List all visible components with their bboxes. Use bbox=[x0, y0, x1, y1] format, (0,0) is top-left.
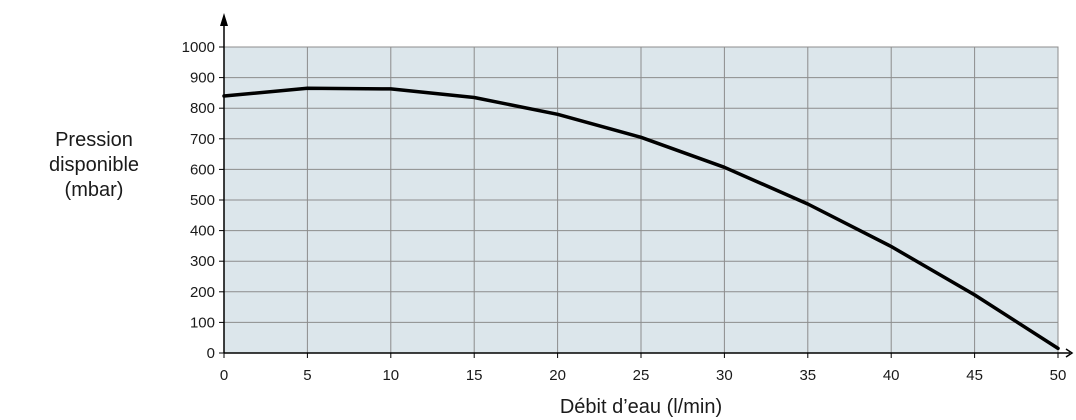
x-tick-label: 40 bbox=[883, 367, 900, 384]
x-tick-label: 25 bbox=[633, 367, 650, 384]
grid bbox=[224, 46, 1059, 353]
series-group bbox=[222, 86, 1060, 351]
y-tick-label: 300 bbox=[190, 253, 215, 270]
x-tick-label: 5 bbox=[303, 367, 311, 384]
y-tick-label: 800 bbox=[190, 100, 215, 117]
axes bbox=[219, 13, 1074, 358]
y-tick-label: 400 bbox=[190, 223, 215, 240]
y-tick-label: 500 bbox=[190, 192, 215, 209]
x-tick-label: 45 bbox=[966, 367, 983, 384]
y-tick-label: 700 bbox=[190, 131, 215, 148]
x-tick-label: 10 bbox=[382, 367, 399, 384]
x-tick-label: 30 bbox=[716, 367, 733, 384]
y-tick-label: 200 bbox=[190, 284, 215, 301]
tick-labels: 0 100 200 300 400 500 600 700 800 900 1000 0 5 10 15 20… bbox=[182, 39, 1067, 384]
x-axis-arrow bbox=[1065, 348, 1074, 358]
y-tick-label: 900 bbox=[190, 70, 215, 87]
y-tick-label: 0 bbox=[207, 345, 215, 362]
y-axis-arrow bbox=[220, 13, 228, 26]
y-axis-label: Pression disponible (mbar) bbox=[48, 129, 140, 201]
y-tick-label: 100 bbox=[190, 314, 215, 331]
x-tick-label: 20 bbox=[549, 367, 566, 384]
y-tick-label: 1000 bbox=[182, 39, 215, 56]
series-line-0 bbox=[222, 86, 1060, 351]
y-tick-label: 600 bbox=[190, 161, 215, 178]
x-tick-label: 50 bbox=[1050, 367, 1067, 384]
x-axis-label: Débit d’eau (l/min) bbox=[560, 396, 722, 418]
x-tick-label: 15 bbox=[466, 367, 483, 384]
x-tick-label: 35 bbox=[799, 367, 816, 384]
x-tick-label: 0 bbox=[220, 367, 228, 384]
